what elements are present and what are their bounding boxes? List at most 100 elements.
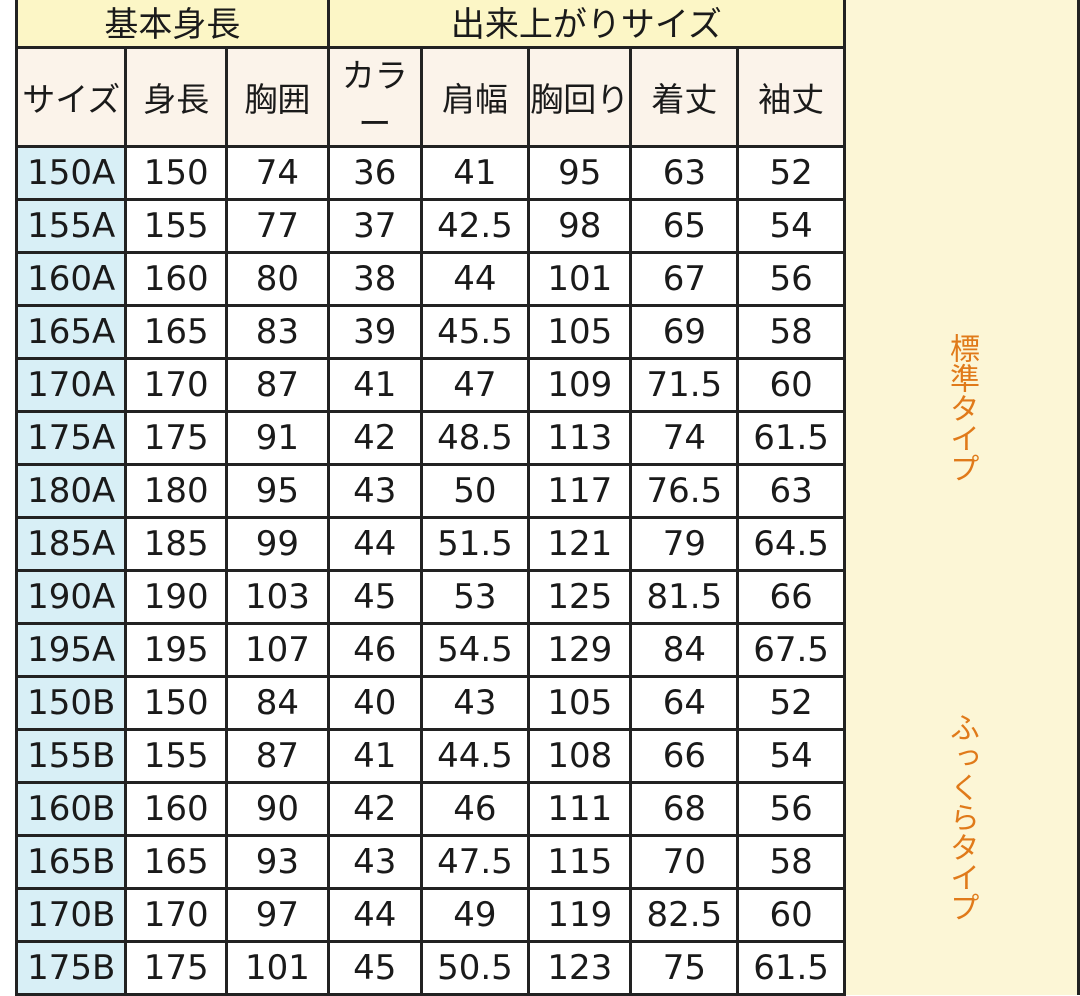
value-cell: 76.5 (629, 463, 740, 519)
value-cell: 170 (124, 357, 229, 413)
size-cell: 160B (14, 781, 128, 837)
value-cell: 61.5 (736, 410, 846, 466)
value-cell: 45 (326, 569, 423, 625)
size-cell: 180A (14, 463, 128, 519)
side-label-full: ふっくらタイプ (842, 676, 1080, 995)
value-cell: 101 (225, 940, 330, 996)
value-cell: 125 (527, 569, 633, 625)
size-chart: 基本身長 出来上がりサイズ サイズ 身長 胸囲 カラー 肩幅 胸回り 着丈 袖丈 150A 15… (14, 0, 1080, 996)
table-row: 150B 150 84 40 43 105 64 52 ふっくらタイプ (14, 675, 1080, 995)
value-cell: 56 (736, 251, 846, 307)
value-cell: 44 (419, 251, 531, 307)
value-cell: 175 (124, 940, 229, 996)
value-cell: 67.5 (736, 622, 846, 678)
size-cell: 165A (14, 304, 128, 360)
value-cell: 87 (225, 357, 330, 413)
value-cell: 150 (124, 145, 229, 201)
value-cell: 70 (629, 834, 740, 890)
table-row: 190A 190 103 45 53 125 81.5 66 (14, 569, 1079, 625)
value-cell: 108 (527, 728, 633, 784)
value-cell: 40 (326, 675, 423, 731)
value-cell: 63 (629, 145, 740, 201)
value-cell: 155 (124, 728, 229, 784)
value-cell: 54 (736, 728, 846, 784)
side-label-text: 標準タイプ (943, 333, 979, 483)
value-cell: 63 (736, 463, 846, 519)
value-cell: 90 (225, 781, 330, 837)
value-cell: 84 (225, 675, 330, 731)
value-cell: 48.5 (419, 410, 531, 466)
table-row: 155B 155 87 41 44.5 108 66 54 (14, 728, 1079, 784)
table-row: 165A 165 83 39 45.5 105 69 58 (14, 304, 1079, 360)
value-cell: 150 (124, 675, 229, 731)
value-cell: 64 (629, 675, 740, 731)
value-cell: 71.5 (629, 357, 740, 413)
value-cell: 160 (124, 781, 229, 837)
value-cell: 45.5 (419, 304, 531, 360)
value-cell: 195 (124, 622, 229, 678)
value-cell: 123 (527, 940, 633, 996)
value-cell: 75 (629, 940, 740, 996)
value-cell: 44 (326, 516, 423, 572)
size-cell: 185A (14, 516, 128, 572)
table-row: 165B 165 93 43 47.5 115 70 58 (14, 834, 1079, 890)
value-cell: 121 (527, 516, 633, 572)
value-cell: 111 (527, 781, 633, 837)
column-header: サイズ (14, 46, 128, 148)
value-cell: 69 (629, 304, 740, 360)
value-cell: 103 (225, 569, 330, 625)
column-header: 胸囲 (225, 46, 330, 148)
value-cell: 43 (419, 675, 531, 731)
size-cell: 175A (14, 410, 128, 466)
value-cell: 41 (419, 145, 531, 201)
value-cell: 74 (629, 410, 740, 466)
table-row: 150A 150 74 36 41 95 63 52 標準タイプ (14, 145, 1080, 677)
size-table: 基本身長 出来上がりサイズ サイズ 身長 胸囲 カラー 肩幅 胸回り 着丈 袖丈 150A 15… (14, 0, 1080, 996)
table-row: 155A 155 77 37 42.5 98 65 54 (14, 198, 1079, 254)
value-cell: 107 (225, 622, 330, 678)
value-cell: 49 (419, 887, 531, 943)
value-cell: 99 (225, 516, 330, 572)
value-cell: 45 (326, 940, 423, 996)
value-cell: 41 (326, 728, 423, 784)
value-cell: 77 (225, 198, 330, 254)
size-cell: 195A (14, 622, 128, 678)
value-cell: 42 (326, 781, 423, 837)
value-cell: 129 (527, 622, 633, 678)
value-cell: 37 (326, 198, 423, 254)
size-cell: 165B (14, 834, 128, 890)
value-cell: 43 (326, 463, 423, 519)
size-cell: 155B (14, 728, 128, 784)
value-cell: 66 (736, 569, 846, 625)
value-cell: 95 (225, 463, 330, 519)
value-cell: 95 (527, 145, 633, 201)
size-cell: 150B (14, 675, 128, 731)
value-cell: 170 (124, 887, 229, 943)
value-cell: 101 (527, 251, 633, 307)
value-cell: 42.5 (419, 198, 531, 254)
value-cell: 67 (629, 251, 740, 307)
value-cell: 43 (326, 834, 423, 890)
value-cell: 47 (419, 357, 531, 413)
value-cell: 93 (225, 834, 330, 890)
value-cell: 117 (527, 463, 633, 519)
table-row: 180A 180 95 43 50 117 76.5 63 (14, 463, 1079, 519)
value-cell: 36 (326, 145, 423, 201)
column-header: 身長 (124, 46, 229, 148)
table-row: 185A 185 99 44 51.5 121 79 64.5 (14, 516, 1079, 572)
value-cell: 66 (629, 728, 740, 784)
value-cell: 105 (527, 304, 633, 360)
value-cell: 60 (736, 887, 846, 943)
side-header (842, 0, 1080, 147)
value-cell: 84 (629, 622, 740, 678)
value-cell: 50.5 (419, 940, 531, 996)
value-cell: 82.5 (629, 887, 740, 943)
value-cell: 160 (124, 251, 229, 307)
table-row: 160B 160 90 42 46 111 68 56 (14, 781, 1079, 837)
value-cell: 60 (736, 357, 846, 413)
side-label-standard: 標準タイプ (842, 146, 1080, 677)
size-cell: 170B (14, 887, 128, 943)
value-cell: 91 (225, 410, 330, 466)
value-cell: 50 (419, 463, 531, 519)
value-cell: 180 (124, 463, 229, 519)
